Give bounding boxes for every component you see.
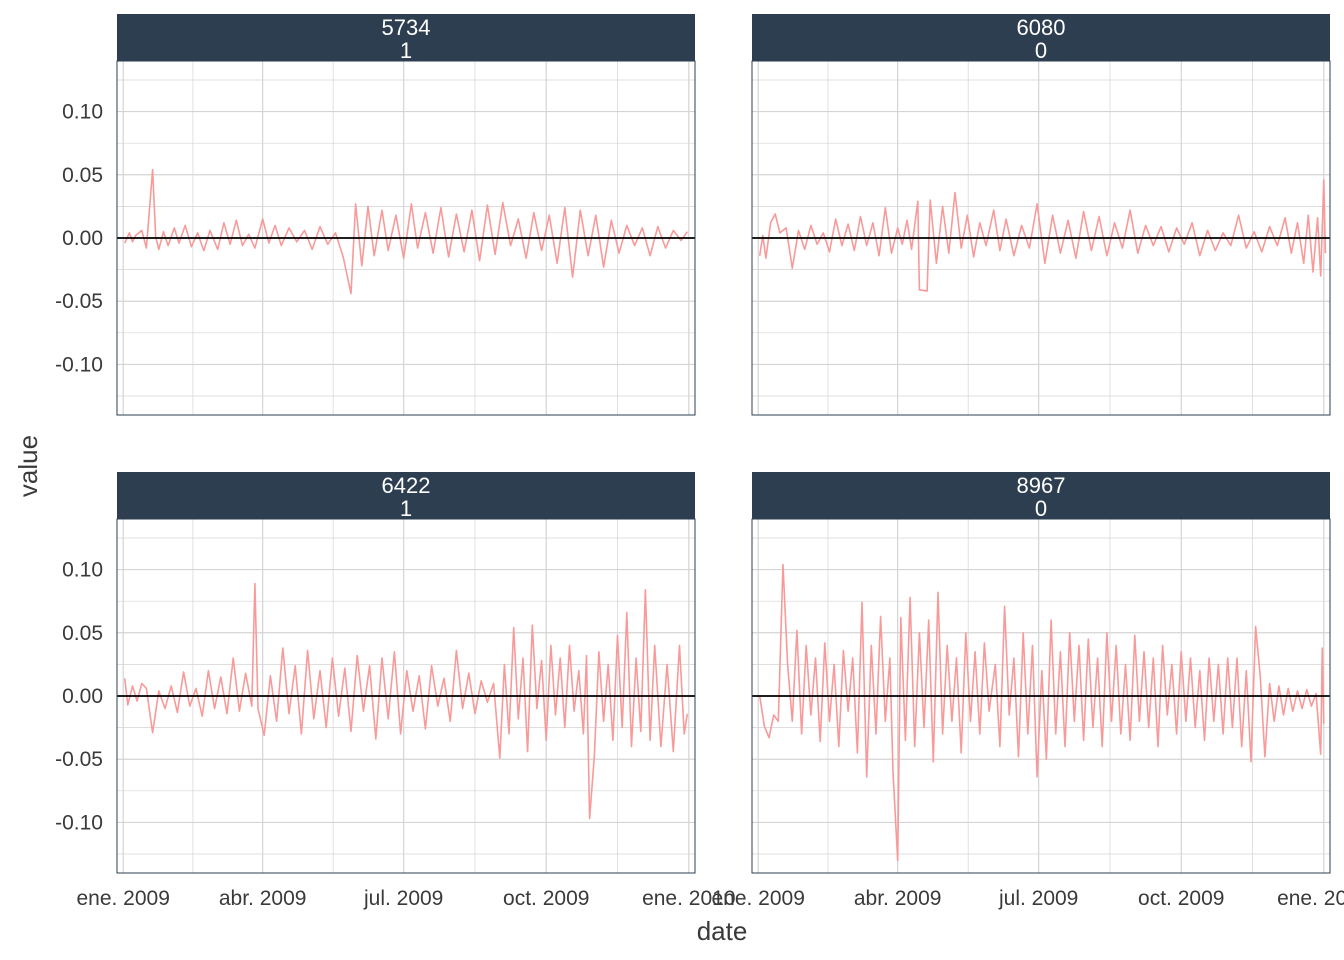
facet-strip-label-bottom: 1 <box>400 38 412 63</box>
y-tick-label: -0.10 <box>55 353 103 376</box>
facet-strip <box>117 472 695 519</box>
y-tick-label: 0.00 <box>62 685 103 708</box>
facet-strip <box>752 14 1330 61</box>
y-tick-label: 0.05 <box>62 622 103 645</box>
y-tick-label: 0.05 <box>62 164 103 187</box>
facet-strip-label-bottom: 0 <box>1035 38 1047 63</box>
facet-strip-label-top: 5734 <box>382 15 431 40</box>
facet-strip-label-top: 6080 <box>1017 15 1066 40</box>
x-tick-label: ene. 2010 <box>642 887 735 910</box>
panel-border <box>751 518 1331 874</box>
x-tick-label: oct. 2009 <box>503 887 589 910</box>
x-tick-label: jul. 2009 <box>363 887 443 910</box>
y-tick-label: 0.10 <box>62 559 103 582</box>
series-line <box>758 563 1325 862</box>
x-axis-title: date <box>697 916 748 946</box>
x-tick-label: ene. 2009 <box>711 887 804 910</box>
panel-border <box>116 60 696 416</box>
x-tick-label: abr. 2009 <box>854 887 942 910</box>
series-line <box>758 179 1327 292</box>
facet-strip <box>752 472 1330 519</box>
y-tick-label: 0.00 <box>62 227 103 250</box>
x-tick-label: jul. 2009 <box>998 887 1078 910</box>
y-tick-label: -0.05 <box>55 748 103 771</box>
series-line <box>123 168 688 295</box>
y-tick-label: 0.10 <box>62 101 103 124</box>
y-axis-title: value <box>13 435 43 497</box>
x-tick-label: ene. 2010 <box>1277 887 1344 910</box>
x-tick-label: ene. 2009 <box>76 887 169 910</box>
x-tick-label: abr. 2009 <box>219 887 307 910</box>
facet-strip-label-bottom: 1 <box>400 496 412 521</box>
x-tick-label: oct. 2009 <box>1138 887 1224 910</box>
facet-strip <box>117 14 695 61</box>
panel-border <box>116 518 696 874</box>
y-tick-label: -0.05 <box>55 290 103 313</box>
facet-strip-label-bottom: 0 <box>1035 496 1047 521</box>
series-line <box>123 582 689 820</box>
panels-layer: 573410.100.050.00-0.05-0.1060800642210.1… <box>55 14 1344 910</box>
y-tick-label: -0.10 <box>55 811 103 834</box>
panel-border <box>751 60 1331 416</box>
facet-strip-label-top: 6422 <box>382 473 431 498</box>
facet-strip-label-top: 8967 <box>1017 473 1066 498</box>
